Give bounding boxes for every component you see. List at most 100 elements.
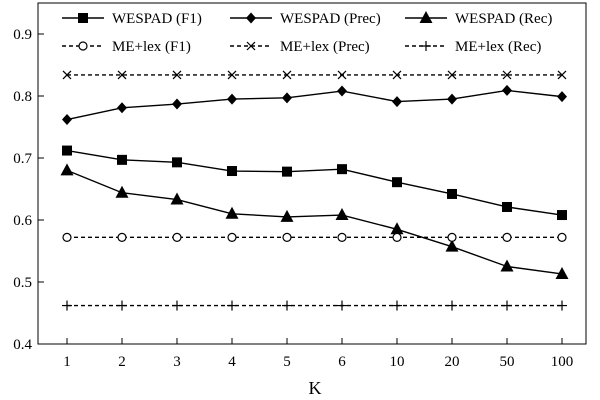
data-point	[117, 102, 127, 114]
data-point	[557, 70, 567, 80]
legend-marker	[246, 41, 256, 51]
plot-frame	[37, 2, 587, 345]
y-tick-label: 0.6	[13, 213, 32, 229]
legend: WESPAD (F1) WESPAD (Prec) WESPAD (Rec) ME+l…	[62, 11, 552, 55]
y-tick-label: 0.9	[13, 27, 32, 43]
x-axis-title: K	[309, 378, 322, 398]
marker-stroke	[227, 70, 237, 80]
legend-item: ME+lex (Prec)	[230, 39, 370, 55]
x-tick-label: 2	[118, 354, 126, 370]
legend-item: WESPAD (Rec)	[405, 11, 552, 27]
data-point	[172, 70, 182, 80]
data-point	[172, 232, 182, 242]
series-1	[62, 84, 567, 126]
legend-label: WESPAD (F1)	[112, 11, 202, 27]
marker-stroke	[502, 70, 512, 80]
data-point	[392, 96, 402, 108]
data-point	[557, 91, 567, 103]
data-point	[445, 239, 459, 252]
data-point	[282, 166, 292, 177]
data-point	[557, 232, 567, 242]
data-point	[447, 300, 457, 311]
data-point	[280, 209, 294, 222]
series-line	[66, 89, 563, 121]
legend-item: ME+lex (F1)	[62, 39, 191, 55]
data-point	[172, 157, 182, 168]
data-point	[227, 93, 237, 105]
data-point	[390, 222, 404, 235]
data-point	[557, 210, 567, 221]
data-point	[335, 208, 349, 221]
data-point	[62, 145, 72, 156]
data-point	[62, 232, 72, 242]
data-point	[227, 300, 237, 311]
x-tick-label: 1	[63, 354, 71, 370]
data-point	[117, 70, 127, 80]
legend-label: ME+lex (Prec)	[280, 39, 370, 55]
data-point	[117, 154, 127, 165]
series-3	[62, 232, 567, 242]
y-tick-label: 0.8	[13, 89, 32, 105]
x-tick-label: 10	[390, 354, 405, 370]
series-line	[66, 149, 563, 216]
data-point	[502, 232, 512, 242]
legend-item: ME+lex (Rec)	[405, 39, 541, 55]
marker-stroke	[392, 70, 402, 80]
data-point	[170, 192, 184, 205]
series-2	[60, 163, 569, 279]
marker-stroke	[62, 70, 72, 80]
data-point	[392, 300, 402, 311]
marker-stroke	[246, 41, 256, 51]
y-tick-label: 0.5	[13, 275, 32, 291]
data-point	[337, 232, 347, 242]
data-point	[555, 266, 569, 279]
data-point	[172, 300, 182, 311]
data-point	[227, 70, 237, 80]
legend-label: WESPAD (Prec)	[280, 11, 381, 27]
data-point	[282, 92, 292, 104]
data-point	[502, 201, 512, 212]
data-point	[117, 232, 127, 242]
data-point	[337, 70, 347, 80]
series-5	[62, 300, 567, 311]
data-point	[337, 85, 347, 97]
data-point	[557, 300, 567, 311]
series-4	[62, 70, 567, 80]
legend-item: WESPAD (Prec)	[230, 11, 381, 27]
data-point	[117, 300, 127, 311]
x-tick-label: 4	[228, 354, 236, 370]
data-point	[447, 232, 457, 242]
x-tick-label: 3	[173, 354, 181, 370]
data-point	[282, 70, 292, 80]
data-point	[502, 70, 512, 80]
data-point	[502, 300, 512, 311]
y-tick-label: 0.4	[13, 337, 32, 353]
legend-marker	[419, 11, 433, 23]
y-tick-label: 0.7	[13, 151, 32, 167]
marker-stroke	[447, 70, 457, 80]
data-point	[60, 163, 74, 176]
legend-marker	[78, 13, 88, 23]
data-point	[392, 70, 402, 80]
data-point	[227, 166, 237, 177]
data-point	[62, 114, 72, 126]
data-point	[447, 188, 457, 199]
data-point	[392, 177, 402, 188]
data-point	[447, 70, 457, 80]
legend-label: WESPAD (Rec)	[455, 11, 552, 27]
data-point	[115, 185, 129, 198]
data-point	[227, 232, 237, 242]
data-point	[447, 93, 457, 105]
legend-marker	[78, 41, 88, 51]
data-point	[502, 84, 512, 96]
x-tick-label: 20	[445, 354, 460, 370]
marker-stroke	[557, 70, 567, 80]
y-axis: 0.4 0.5 0.6 0.7 0.8 0.9	[13, 27, 44, 353]
data-point	[337, 164, 347, 175]
series-0	[62, 145, 567, 221]
data-point	[172, 98, 182, 110]
marker-stroke	[172, 70, 182, 80]
x-tick-label: 100	[551, 354, 574, 370]
